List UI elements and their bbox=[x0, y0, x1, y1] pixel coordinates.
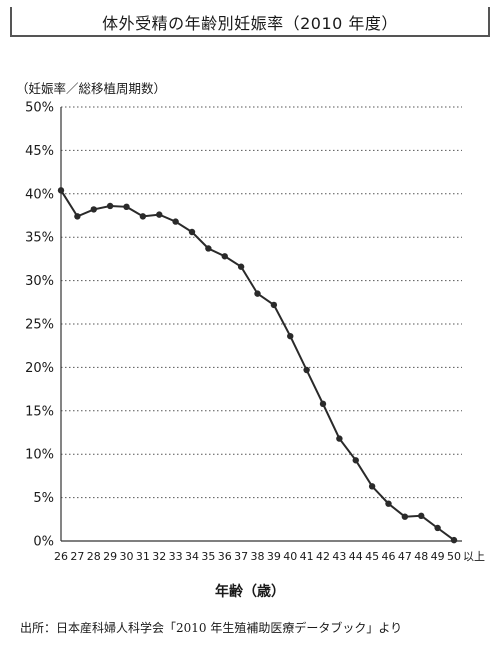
x-tick-label: 40 bbox=[283, 550, 297, 563]
x-tick-label: 45 bbox=[365, 550, 379, 563]
title-frame: 体外受精の年齢別妊娠率（2010 年度） bbox=[10, 7, 490, 37]
y-tick-label: 5% bbox=[33, 491, 54, 506]
x-tick-label: 41 bbox=[300, 550, 314, 563]
x-tick-suffix: 以上 bbox=[463, 550, 485, 563]
x-tick-label: 44 bbox=[349, 550, 363, 563]
data-point bbox=[352, 457, 359, 464]
y-tick-label: 25% bbox=[25, 318, 54, 333]
x-tick-label: 28 bbox=[87, 550, 101, 563]
x-tick-labels: 26 27 28 29 30 31 32 33 34 35 36 37 38 39 40 41 42 43 44 45… bbox=[54, 550, 485, 563]
data-point bbox=[368, 483, 376, 490]
data-point bbox=[303, 366, 310, 374]
y-axis-label: （妊娠率／総移植周期数） bbox=[16, 81, 167, 96]
data-point bbox=[336, 435, 343, 442]
data-points bbox=[57, 187, 458, 544]
x-tick-label: 50 bbox=[447, 550, 461, 563]
data-point bbox=[221, 253, 228, 260]
data-point bbox=[237, 263, 245, 270]
data-point bbox=[123, 203, 130, 211]
data-point bbox=[385, 500, 392, 507]
gridlines bbox=[61, 106, 462, 499]
data-point bbox=[90, 206, 97, 213]
data-point bbox=[106, 202, 114, 210]
y-tick-label: 45% bbox=[25, 144, 54, 159]
y-tick-label: 35% bbox=[25, 231, 54, 246]
data-point bbox=[319, 400, 327, 408]
data-point bbox=[401, 513, 409, 520]
x-tick-label: 39 bbox=[267, 550, 281, 563]
data-point bbox=[172, 218, 179, 225]
y-tick-labels: 0% 5% 10% 15% 20% 25% 30% 35% 40% 45% 50% bbox=[25, 101, 54, 550]
y-tick-label: 15% bbox=[25, 404, 54, 419]
data-point bbox=[188, 228, 196, 236]
x-tick-label: 42 bbox=[316, 550, 330, 563]
x-tick-label: 48 bbox=[414, 550, 428, 563]
chart-title: 体外受精の年齢別妊娠率（2010 年度） bbox=[102, 14, 398, 33]
x-tick-label: 47 bbox=[398, 550, 412, 563]
x-tick-label: 43 bbox=[332, 550, 346, 563]
line-chart: 0% 5% 10% 15% 20% 25% 30% 35% 40% 45% 50% 26 27 28 29… bbox=[25, 101, 485, 564]
y-tick-label: 10% bbox=[25, 448, 54, 463]
data-point bbox=[418, 512, 425, 520]
x-tick-label: 49 bbox=[431, 550, 445, 563]
data-point bbox=[254, 290, 261, 297]
x-tick-label: 35 bbox=[201, 550, 215, 563]
axes bbox=[60, 107, 462, 542]
data-point bbox=[205, 245, 212, 252]
data-point bbox=[139, 213, 147, 220]
data-point bbox=[450, 536, 458, 544]
x-tick-label: 36 bbox=[218, 550, 232, 563]
data-point bbox=[57, 187, 65, 194]
y-tick-label: 0% bbox=[33, 535, 54, 550]
x-tick-label: 31 bbox=[136, 550, 150, 563]
y-tick-label: 40% bbox=[25, 187, 54, 202]
x-tick-label: 29 bbox=[103, 550, 117, 563]
y-tick-label: 50% bbox=[25, 101, 54, 116]
x-tick-label: 32 bbox=[152, 550, 166, 563]
x-tick-label: 46 bbox=[382, 550, 396, 563]
x-tick-label: 26 bbox=[54, 550, 68, 563]
x-tick-label: 30 bbox=[120, 550, 134, 563]
x-axis-label: 年齢（歳） bbox=[215, 584, 285, 600]
data-point bbox=[434, 524, 441, 532]
x-tick-label: 38 bbox=[251, 550, 265, 563]
x-tick-label: 27 bbox=[70, 550, 84, 563]
x-tick-label: 33 bbox=[169, 550, 183, 563]
x-tick-label: 37 bbox=[234, 550, 248, 563]
data-point bbox=[287, 332, 294, 340]
series-line bbox=[60, 189, 455, 541]
y-tick-label: 30% bbox=[25, 274, 54, 289]
data-point bbox=[74, 213, 81, 220]
source-note: 出所：日本産科婦人科学会「2010 年生殖補助医療データブック」より bbox=[20, 621, 403, 635]
y-tick-label: 20% bbox=[25, 361, 54, 376]
data-point bbox=[270, 301, 278, 309]
data-point bbox=[156, 211, 163, 218]
x-tick-label: 34 bbox=[185, 550, 199, 563]
